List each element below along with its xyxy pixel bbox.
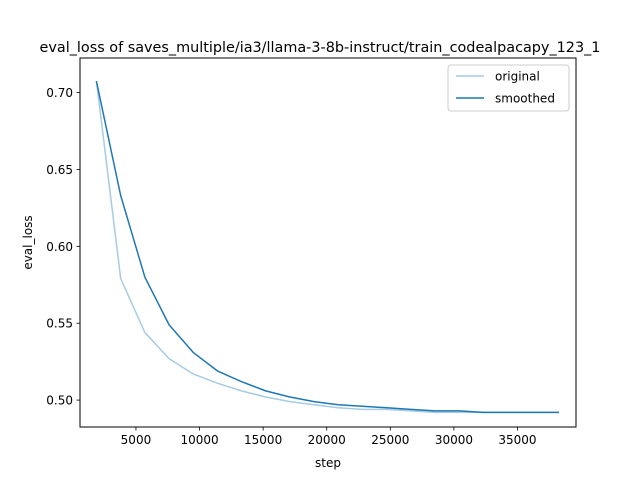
y-tick-label: 0.65 (46, 163, 73, 177)
legend-label-original: original (495, 70, 540, 84)
x-axis-label: step (315, 456, 341, 470)
chart-title: eval_loss of saves_multiple/ia3/llama-3-… (40, 40, 601, 56)
axes-frame (79, 57, 577, 428)
legend: original smoothed (447, 64, 570, 112)
x-axis: 5000 10000 15000 20000 25000 30000 35000 (121, 427, 537, 447)
y-tick-label: 0.60 (46, 240, 73, 254)
x-tick-label: 30000 (435, 433, 473, 447)
x-tick-label: 20000 (308, 433, 346, 447)
y-axis-label: eval_loss (21, 215, 35, 269)
legend-label-smoothed: smoothed (495, 92, 555, 106)
series-layer (95, 80, 559, 414)
x-tick-label: 5000 (121, 433, 152, 447)
x-tick-label: 35000 (498, 433, 536, 447)
series-line-smoothed (95, 80, 559, 414)
y-tick-label: 0.70 (46, 86, 73, 100)
x-tick-label: 25000 (371, 433, 409, 447)
y-tick-label: 0.50 (46, 394, 73, 408)
x-tick-label: 10000 (180, 433, 218, 447)
plot-area (79, 57, 577, 428)
x-tick-label: 15000 (244, 433, 282, 447)
y-tick-label: 0.55 (46, 317, 73, 331)
y-axis: 0.50 0.55 0.60 0.65 0.70 (46, 86, 80, 408)
